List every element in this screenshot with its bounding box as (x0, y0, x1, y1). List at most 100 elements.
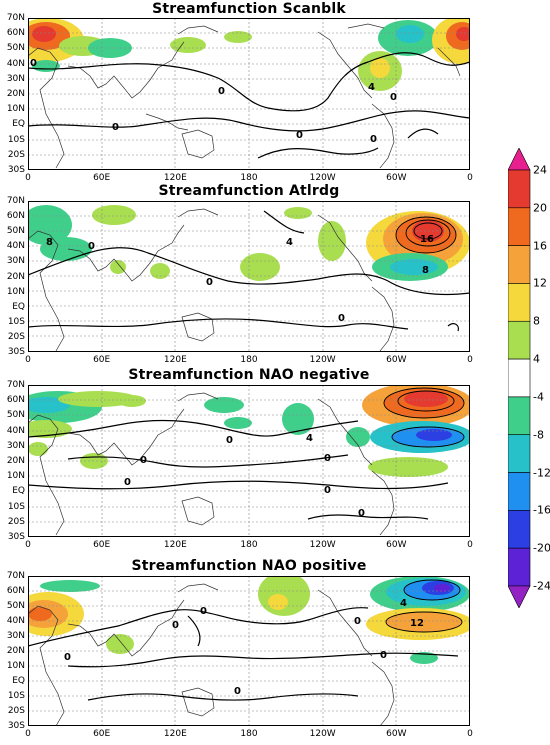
x-tick-label: 120W (309, 173, 336, 183)
y-tick-label: 70N (6, 196, 25, 206)
x-tick-label: 120W (309, 540, 336, 550)
colorbar-label: 4 (533, 352, 540, 366)
contour-label: 12 (410, 618, 424, 629)
y-tick-label: 40N (6, 58, 25, 69)
contour-label: 0 (338, 313, 345, 324)
contour-label: 0 (200, 606, 207, 617)
contour-label: 0 (370, 134, 377, 145)
y-tick-label: 10S (7, 134, 25, 145)
y-tick-label: 50N (6, 410, 25, 421)
x-tick-label: 120W (309, 729, 336, 739)
map-nao-negative: 0 0 4 0 0 0 0 (28, 385, 470, 537)
y-tick-label: 30N (6, 440, 25, 451)
colorbar-label: 12 (533, 276, 547, 290)
contour-label: 0 (172, 620, 179, 631)
x-tick-label: 60E (93, 729, 111, 739)
x-tick-label: 180 (240, 355, 258, 365)
panel-atlrdg: Streamfunction Atlrdg (0, 182, 480, 372)
panel-title: Streamfunction Atlrdg (158, 183, 340, 199)
x-tick-label: 0 (25, 355, 31, 365)
contour-label: 0 (234, 686, 241, 697)
y-tick-label: 10S (7, 501, 25, 512)
contour-label: 0 (88, 241, 95, 252)
x-tick-label: 60W (386, 355, 407, 365)
y-tick-label: 30S (7, 532, 25, 542)
panel-title: Streamfunction NAO negative (128, 367, 370, 383)
y-tick-label: 30N (6, 256, 25, 267)
y-tick-label: 10N (6, 286, 25, 297)
colorbar-label: 20 (533, 201, 547, 215)
colorbar-label: -8 (533, 428, 544, 442)
y-tick-label: 70N (6, 380, 25, 390)
contour-label: 0 (380, 650, 387, 661)
y-tick-label: 40N (6, 616, 25, 626)
contour-label: 0 (140, 455, 147, 466)
y-tick-label: 10N (6, 471, 25, 482)
y-tick-label: 40N (6, 241, 25, 252)
x-tick-label: 0 (467, 540, 473, 550)
colorbar-label: -16 (533, 503, 550, 517)
contour-label: 0 (354, 616, 361, 627)
contour-label: 0 (226, 435, 233, 446)
y-tick-label: 10S (7, 691, 25, 701)
y-tick-label: 30S (7, 347, 25, 357)
y-tick-label: 20S (7, 706, 25, 716)
y-tick-label: 60N (6, 395, 25, 406)
contour-label: 0 (64, 652, 71, 663)
y-tick-label: 30N (6, 73, 25, 84)
x-tick-label: 120W (309, 355, 336, 365)
colorbar-segment (508, 434, 531, 473)
colorbar-segment (508, 547, 531, 587)
y-tick-label: 10N (6, 104, 25, 115)
y-tick-label: 20N (6, 271, 25, 282)
contour-label: 0 (218, 86, 225, 97)
colorbar-segment (508, 585, 531, 608)
colorbar-label: -4 (533, 390, 544, 404)
y-tick-label: 70N (6, 13, 25, 23)
y-tick-label: 70N (6, 571, 25, 581)
x-tick-label: 60E (93, 355, 111, 365)
colorbar-label: 16 (533, 239, 547, 253)
panel-nao-positive: Streamfunction NAO positive (0, 555, 480, 745)
colorbar-segment (508, 245, 531, 284)
x-tick-label: 60W (386, 729, 407, 739)
y-tick-label: 20N (6, 89, 25, 99)
panel-nao-negative: Streamfunction NAO negative (0, 366, 480, 556)
colorbar-segment (508, 283, 531, 322)
contour-label: 0 (324, 485, 331, 496)
panel-title: Streamfunction Scanblk (152, 1, 346, 17)
contour-label: 8 (46, 237, 53, 248)
contour-label: 0 (30, 58, 37, 69)
y-tick-label: 30S (7, 165, 25, 175)
contour-label: 8 (422, 265, 429, 276)
x-tick-label: 120E (163, 540, 187, 550)
panel-scanblk: Streamfunction Scanblk (0, 0, 480, 185)
contour-label: 4 (400, 598, 407, 609)
contour-label: 0 (358, 508, 365, 519)
colorbar-label: 8 (533, 314, 540, 328)
colorbar-segment (508, 472, 531, 511)
x-tick-label: 0 (467, 173, 473, 183)
x-tick-label: 60W (386, 540, 407, 550)
y-tick-label: EQ (12, 676, 25, 686)
contour-label: 0 (112, 122, 119, 133)
map-atlrdg: 8 0 4 0 0 16 8 (28, 201, 470, 352)
colorbar (508, 148, 531, 608)
y-tick-label: 20S (7, 149, 25, 160)
y-tick-label: EQ (12, 486, 25, 497)
y-tick-label: 50N (6, 226, 25, 237)
x-tick-label: 60E (93, 173, 111, 183)
y-tick-label: 50N (6, 43, 25, 54)
contour-label: 0 (124, 477, 131, 488)
x-tick-label: 120E (163, 355, 187, 365)
y-tick-label: 30N (6, 631, 25, 641)
contour-label: 0 (206, 277, 213, 288)
y-tick-label: 10S (7, 316, 25, 327)
contour-label: 4 (306, 433, 313, 444)
x-tick-label: 0 (467, 729, 473, 739)
colorbar-segment (508, 358, 531, 398)
y-tick-label: 50N (6, 601, 25, 611)
colorbar-segment (508, 148, 531, 171)
y-tick-label: 20S (7, 331, 25, 342)
y-tick-label: 30S (7, 721, 25, 731)
